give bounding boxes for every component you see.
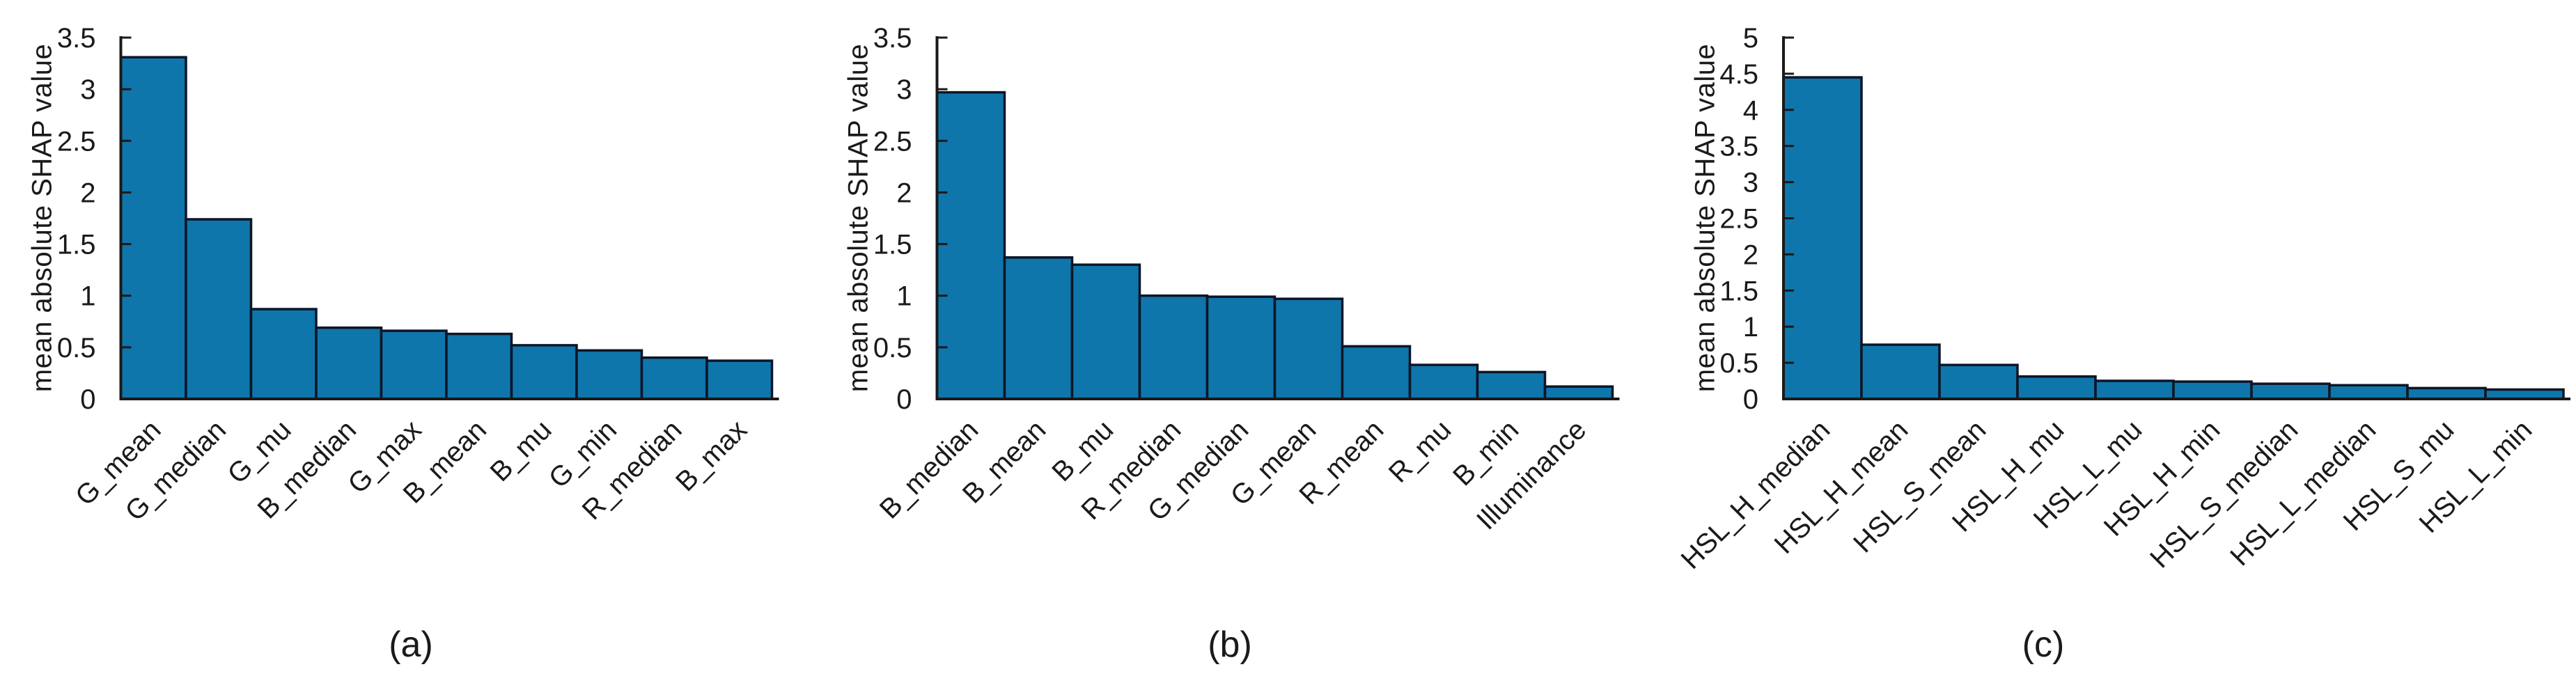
y-tick-label: 1 <box>1743 312 1758 343</box>
bar-HSL_S_mean <box>1938 363 2019 400</box>
caption-c: (c) <box>2022 625 2065 665</box>
y-tick-label: 3.5 <box>873 23 912 54</box>
bar-G_median <box>185 218 253 400</box>
bar-B_median <box>315 326 383 400</box>
bar-R_mean <box>1341 345 1412 400</box>
y-tick-label: 2 <box>896 178 912 208</box>
caption-b: (b) <box>1208 625 1252 665</box>
x-tick-label: HSL_S_mean <box>1848 414 1992 558</box>
bar-G_min <box>575 349 643 400</box>
bar-B_mu <box>1070 263 1141 400</box>
bar-B_max <box>705 359 774 400</box>
caption-a: (a) <box>389 625 433 665</box>
y-axis-title-b: mean absolute SHAP value <box>843 43 874 393</box>
bar-R_median <box>640 356 708 400</box>
bar-B_mu <box>510 344 578 400</box>
bar-G_mean <box>119 56 187 400</box>
y-tick-label: 0 <box>1743 384 1758 415</box>
bar-HSL_H_mean <box>1860 343 1941 400</box>
y-tick-label: 3.5 <box>57 23 96 54</box>
bar-B_median <box>935 91 1006 400</box>
bar-HSL_S_median <box>2250 382 2331 400</box>
y-tick-label: 0.5 <box>57 333 96 363</box>
bar-HSL_L_mu <box>2094 379 2175 400</box>
y-tick-label: 3 <box>1743 168 1758 198</box>
y-tick-label: 3 <box>896 74 912 105</box>
y-tick-label: 1 <box>80 281 95 312</box>
y-tick-label: 3 <box>80 74 95 105</box>
y-tick-label: 1.5 <box>873 230 912 260</box>
x-tick-label: B_max <box>670 414 753 497</box>
y-tick-label: 0 <box>896 384 912 415</box>
bar-B_mean <box>1003 256 1074 400</box>
y-tick-label: 0.5 <box>873 333 912 363</box>
bar-B_mean <box>445 332 513 400</box>
y-tick-label: 1 <box>896 281 912 312</box>
y-tick-label: 1.5 <box>57 230 96 260</box>
bar-G_max <box>380 329 448 400</box>
y-tick-label: 2 <box>1743 239 1758 270</box>
bar-HSL_H_mu <box>2016 375 2097 400</box>
x-tick-label: R_mu <box>1383 414 1458 489</box>
bar-HSL_H_median <box>1782 76 1863 400</box>
x-tick-label: B_median <box>874 414 984 524</box>
bar-R_median <box>1138 294 1209 400</box>
chart-c: 00.511.522.533.544.55HSL_H_medianHSL_H_m… <box>1676 23 2570 575</box>
bar-HSL_H_min <box>2172 380 2253 400</box>
y-tick-label: 1.5 <box>1719 276 1758 306</box>
y-tick-label: 0.5 <box>1719 348 1758 379</box>
y-tick-label: 2.5 <box>873 126 912 157</box>
bar-G_mean <box>1273 297 1344 400</box>
y-tick-label: 5 <box>1743 23 1758 54</box>
y-tick-label: 3.5 <box>1719 132 1758 162</box>
bar-B_min <box>1476 370 1547 400</box>
y-tick-label: 2 <box>80 178 95 208</box>
bar-HSL_S_mu <box>2406 386 2487 400</box>
bar-HSL_L_min <box>2484 388 2565 400</box>
y-tick-label: 4.5 <box>1719 59 1758 90</box>
y-tick-label: 0 <box>80 384 95 415</box>
bar-HSL_L_median <box>2328 384 2409 400</box>
bar-G_median <box>1205 295 1277 400</box>
bar-R_mu <box>1408 363 1479 400</box>
chart-a: 00.511.522.533.5G_meanG_medianG_muB_medi… <box>57 23 779 527</box>
x-tick-label: HSL_H_mean <box>1769 414 1914 560</box>
bar-Illuminance <box>1543 385 1614 400</box>
y-tick-label: 2.5 <box>1719 204 1758 235</box>
y-axis-title-c: mean absolute SHAP value <box>1689 43 1721 393</box>
bar-G_mu <box>249 308 318 400</box>
y-axis-title-a: mean absolute SHAP value <box>26 43 58 393</box>
x-tick-label: HSL_L_median <box>2224 414 2382 572</box>
y-tick-label: 4 <box>1743 95 1758 126</box>
chart-b: 00.511.522.533.5B_medianB_meanB_muR_medi… <box>873 23 1620 535</box>
y-tick-label: 2.5 <box>57 126 96 157</box>
